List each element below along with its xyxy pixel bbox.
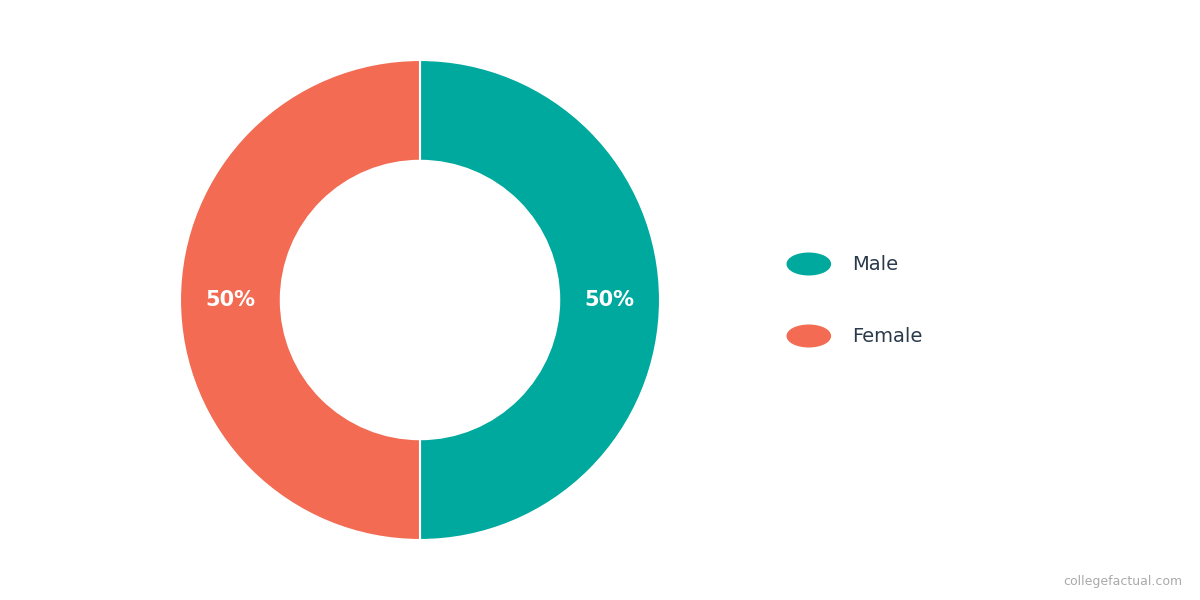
Wedge shape: [180, 60, 420, 540]
Text: Female: Female: [852, 326, 923, 346]
Text: collegefactual.com: collegefactual.com: [1063, 575, 1182, 588]
Text: 50%: 50%: [205, 290, 256, 310]
Circle shape: [787, 325, 830, 347]
Text: Male: Male: [852, 254, 898, 274]
Wedge shape: [420, 60, 660, 540]
Circle shape: [787, 253, 830, 275]
Text: 50%: 50%: [584, 290, 635, 310]
